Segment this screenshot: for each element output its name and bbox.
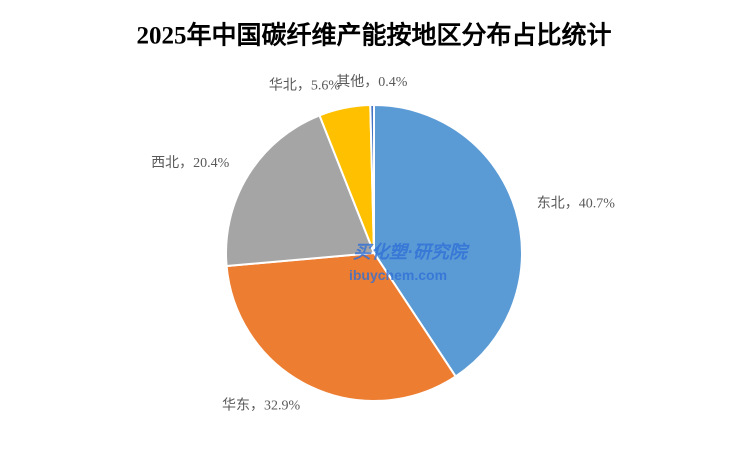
data-label: 其他，0.4% [336, 74, 407, 90]
pie-slice [225, 114, 376, 268]
data-label: 西北，20.4% [151, 155, 229, 171]
data-label: 华东，32.9% [222, 397, 300, 413]
pie-slice [369, 103, 375, 254]
pie-slice [225, 251, 458, 402]
watermark: ibuychem.com [349, 267, 447, 283]
data-label: 东北，40.7% [537, 195, 615, 211]
watermark: 买化塑·研究院 [353, 242, 470, 262]
data-label: 华北，5.6% [269, 78, 340, 94]
chart-title: 2025年中国碳纤维产能按地区分布占比统计 [136, 21, 611, 50]
